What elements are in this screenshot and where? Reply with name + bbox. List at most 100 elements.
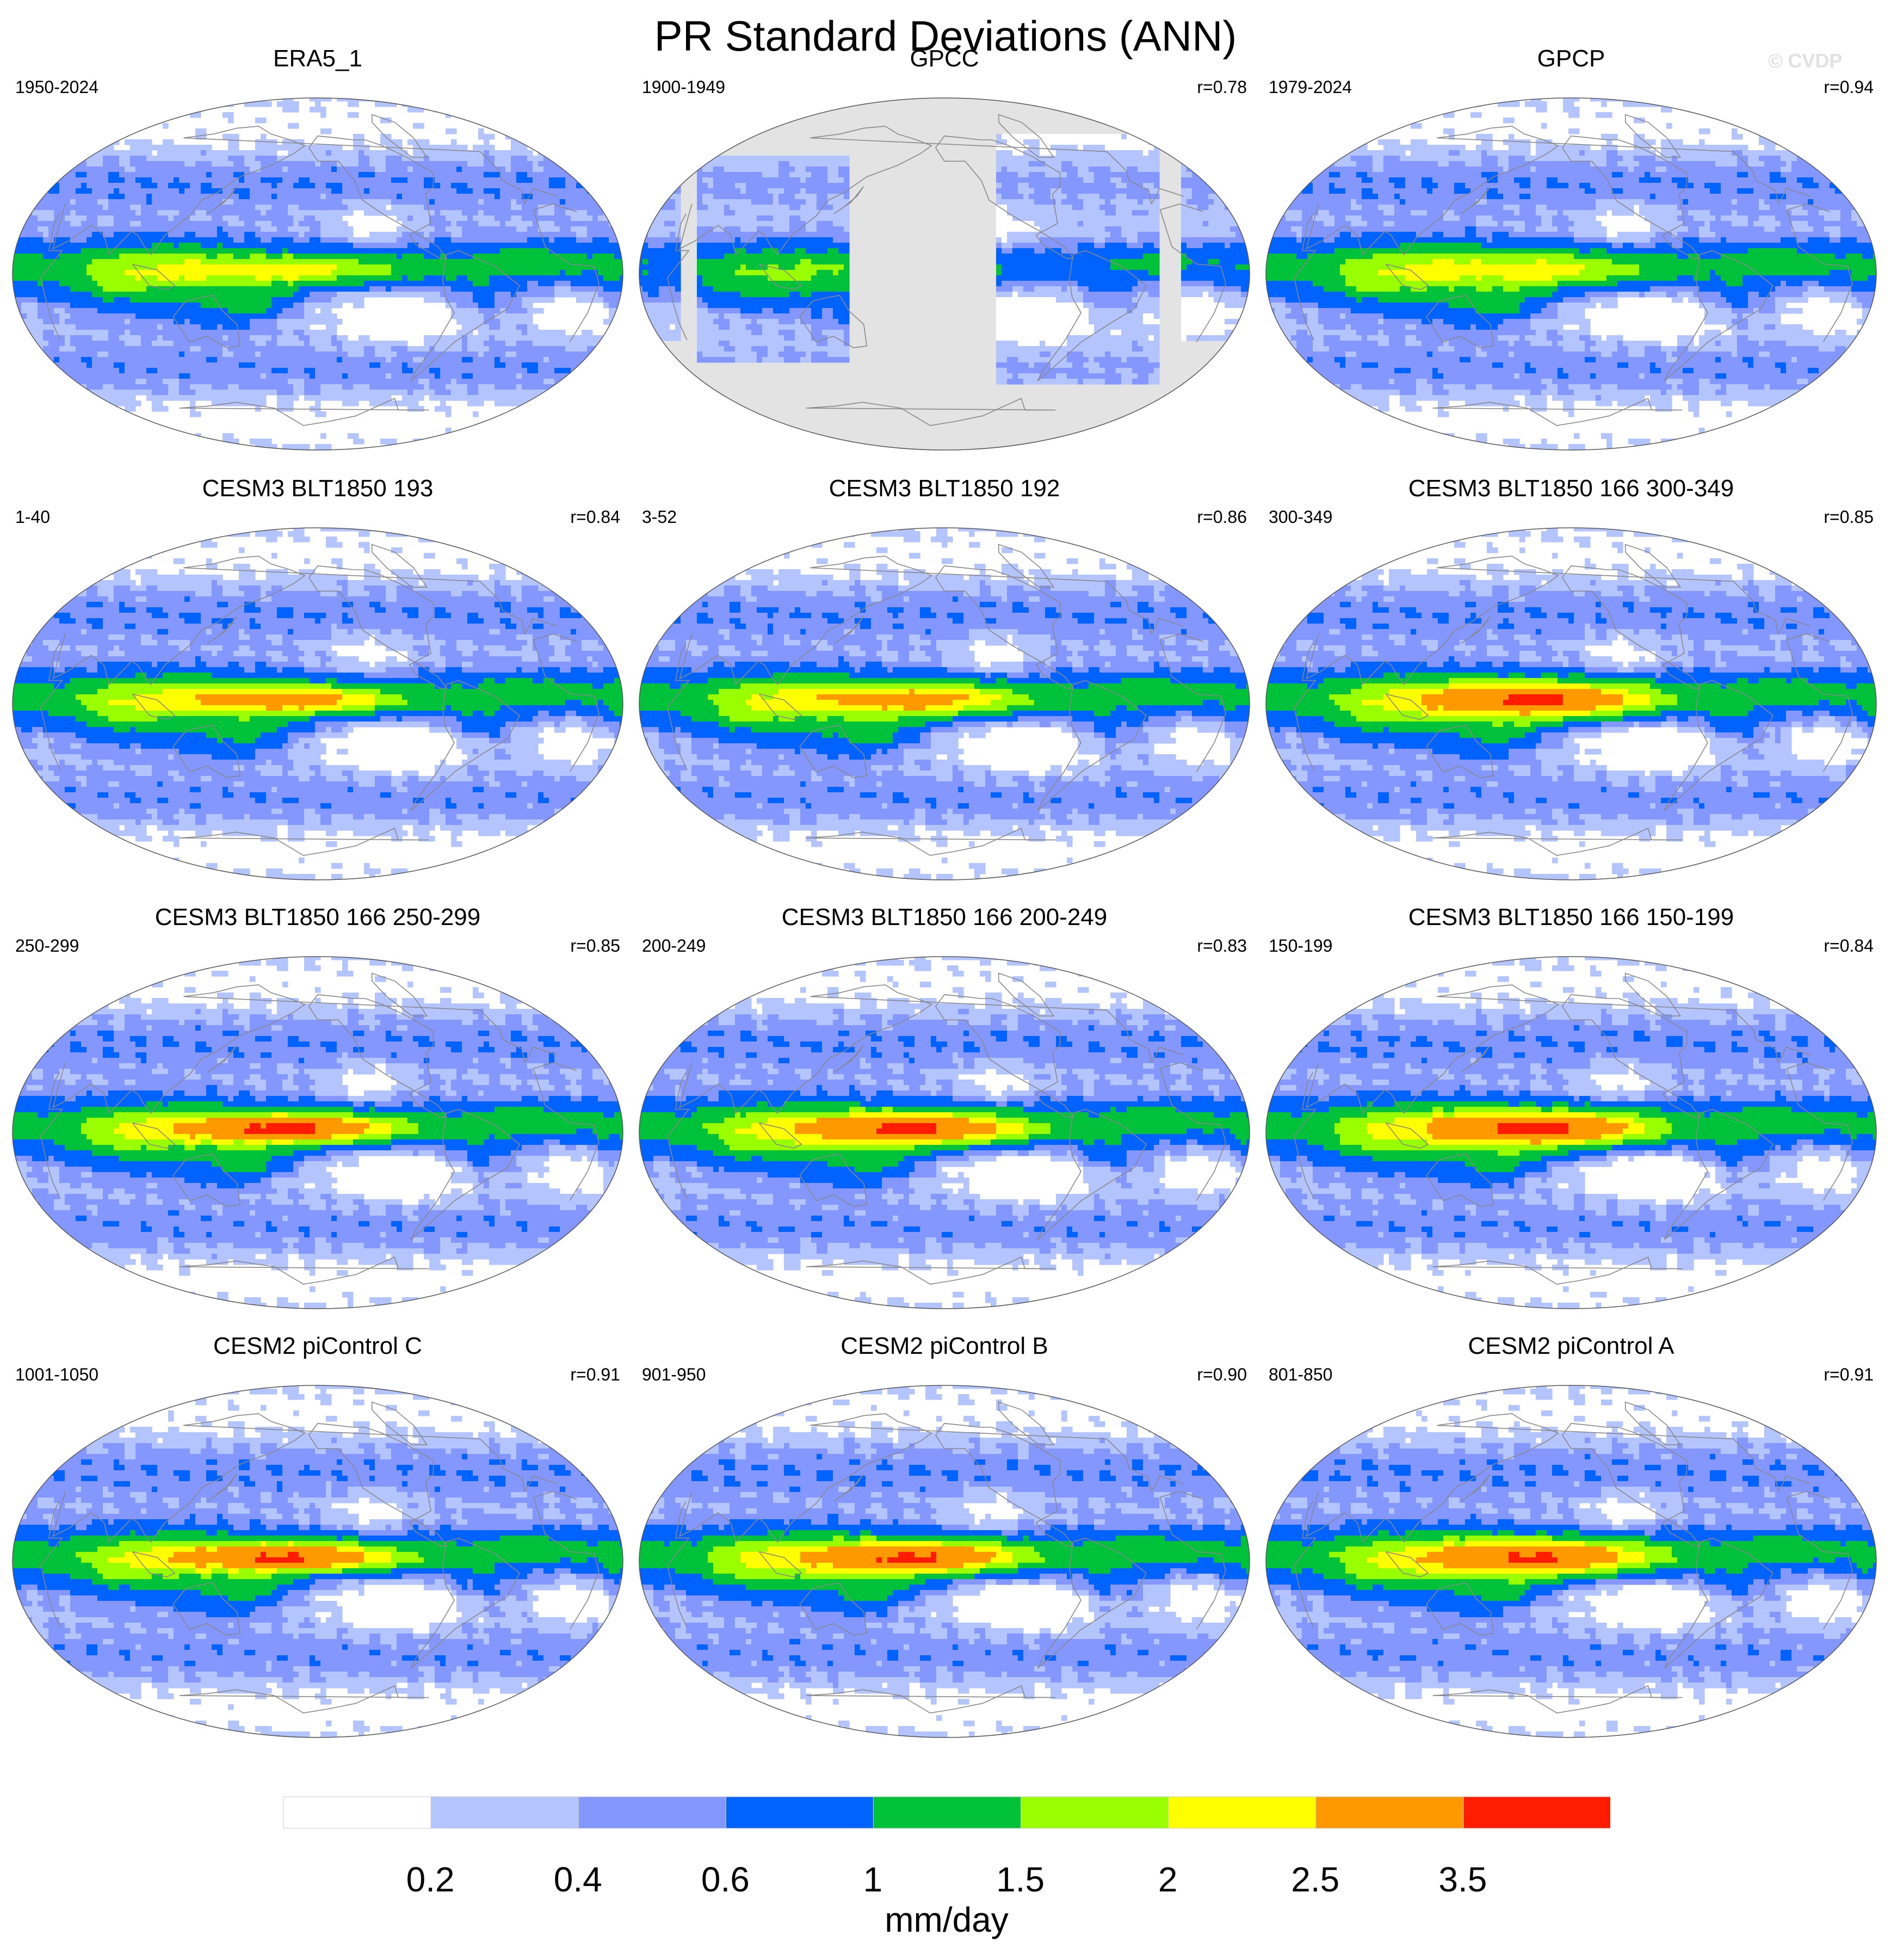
field-cell	[304, 221, 310, 227]
field-cell	[108, 215, 114, 221]
field-cell	[582, 373, 588, 379]
field-cell	[48, 286, 54, 292]
field-cell	[168, 205, 174, 211]
field-cell	[190, 243, 196, 249]
field-cell	[119, 183, 125, 189]
field-cell	[320, 362, 326, 368]
field-cell	[21, 357, 27, 363]
field-cell	[174, 352, 180, 358]
field-cell	[119, 167, 125, 172]
field-cell	[141, 199, 147, 205]
field-cell	[337, 352, 343, 358]
field-cell	[288, 330, 294, 336]
field-cell	[462, 319, 468, 325]
field-cell	[108, 183, 114, 189]
field-cell	[571, 167, 577, 172]
field-cell	[473, 177, 479, 183]
field-cell	[212, 379, 218, 385]
field-cell	[65, 188, 71, 194]
field-cell	[255, 101, 261, 107]
field-cell	[130, 101, 136, 107]
field-cell	[364, 275, 370, 281]
field-cell	[554, 362, 560, 368]
field-cell	[10, 167, 16, 172]
field-cell	[505, 221, 511, 227]
field-cell	[505, 346, 511, 352]
field-cell	[103, 362, 109, 368]
field-cell	[233, 379, 239, 385]
field-cell	[27, 232, 33, 238]
field-cell	[620, 156, 625, 162]
field-cell	[16, 259, 22, 265]
field-cell	[103, 134, 109, 140]
field-cell	[32, 303, 38, 309]
field-cell	[337, 188, 343, 194]
field-cell	[195, 319, 201, 325]
field-cell	[609, 341, 615, 347]
field-cell	[456, 264, 462, 270]
field-cell	[489, 134, 495, 140]
field-cell	[228, 172, 234, 178]
field-cell	[549, 221, 555, 227]
field-cell	[212, 281, 218, 287]
field-cell	[108, 156, 114, 162]
field-cell	[320, 232, 326, 238]
field-cell	[163, 264, 169, 270]
field-cell	[146, 237, 152, 243]
field-cell	[353, 346, 359, 352]
field-cell	[168, 237, 174, 243]
field-cell	[500, 357, 506, 363]
field-cell	[348, 161, 354, 167]
field-cell	[522, 177, 528, 183]
field-cell	[27, 352, 33, 358]
field-cell	[402, 183, 408, 189]
field-cell	[261, 172, 267, 178]
field-cell	[603, 205, 609, 211]
field-cell	[114, 259, 120, 265]
field-cell	[97, 161, 103, 167]
field-cell	[277, 313, 283, 319]
field-cell	[250, 264, 256, 270]
field-cell	[27, 303, 33, 309]
field-cell	[353, 167, 359, 172]
field-cell	[495, 177, 500, 183]
field-cell	[598, 248, 604, 254]
field-cell	[65, 183, 71, 189]
field-cell	[86, 308, 92, 314]
field-cell	[304, 275, 310, 281]
field-cell	[108, 259, 114, 265]
field-cell	[348, 226, 354, 232]
field-cell	[212, 357, 218, 363]
field-cell	[299, 232, 305, 238]
field-cell	[609, 145, 615, 151]
field-cell	[168, 373, 174, 379]
field-cell	[571, 172, 577, 178]
field-cell	[282, 237, 288, 243]
field-cell	[304, 341, 310, 347]
field-cell	[543, 264, 549, 270]
field-cell	[446, 237, 452, 243]
field-cell	[174, 384, 180, 390]
field-cell	[261, 205, 267, 211]
field-cell	[440, 150, 446, 156]
field-cell	[146, 357, 152, 363]
field-cell	[299, 286, 305, 292]
field-cell	[282, 297, 288, 303]
field-cell	[190, 264, 196, 270]
field-cell	[130, 368, 136, 374]
field-cell	[141, 183, 147, 189]
field-cell	[21, 292, 27, 298]
field-cell	[255, 237, 261, 243]
field-cell	[293, 259, 299, 265]
field-cell	[359, 352, 364, 358]
field-cell	[478, 264, 484, 270]
field-cell	[397, 188, 403, 194]
field-cell	[157, 183, 163, 189]
field-cell	[587, 368, 593, 374]
field-cell	[598, 232, 604, 238]
field-cell	[505, 373, 511, 379]
field-cell	[217, 286, 223, 292]
field-cell	[293, 237, 299, 243]
field-cell	[81, 194, 87, 200]
field-cell	[174, 161, 180, 167]
